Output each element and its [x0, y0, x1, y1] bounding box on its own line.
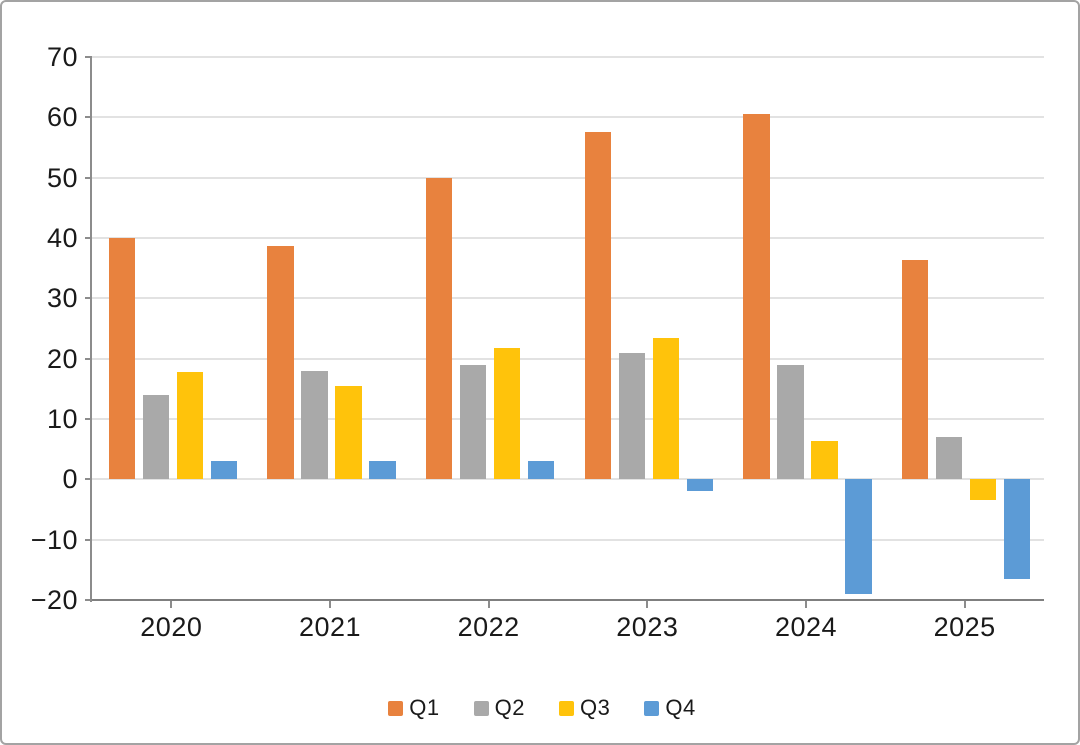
bar-q2-2020: [142, 394, 169, 480]
legend-swatch-icon: [388, 700, 404, 716]
bar-q4-2024: [845, 479, 872, 594]
bar-q2-2024: [777, 364, 804, 480]
y-tick-label: −20: [30, 585, 78, 615]
x-tick-mark: [963, 601, 966, 608]
legend-label: Q1: [409, 695, 440, 720]
y-tick-mark: [85, 237, 92, 239]
y-tick-mark: [85, 478, 92, 481]
y-tick-mark: [85, 56, 92, 58]
y-tick-label: 50: [46, 162, 78, 193]
gridline: [92, 418, 1044, 420]
y-tick-label: −10: [30, 524, 78, 555]
bar-q2-2022: [459, 364, 487, 480]
legend-label: Q3: [580, 695, 611, 720]
x-axis-line: [92, 599, 1044, 601]
bar-q3-2024: [811, 441, 838, 480]
y-tick-mark: [85, 176, 92, 179]
y-tick-mark: [85, 357, 92, 360]
legend-swatch-icon: [644, 700, 660, 716]
y-tick-mark: [85, 418, 92, 420]
gridline: [92, 538, 1044, 541]
x-tick-mark: [487, 601, 490, 608]
bar-q1-2022: [425, 178, 453, 480]
bar-q1-2020: [108, 238, 135, 480]
y-axis-line: [90, 57, 92, 602]
gridline: [92, 297, 1044, 300]
legend-swatch-icon: [559, 700, 574, 716]
y-tick-mark: [85, 116, 92, 119]
gridline: [92, 478, 1044, 481]
y-tick-label: 10: [46, 404, 78, 434]
x-tick-mark: [329, 601, 331, 608]
y-tick-label: 20: [46, 343, 78, 374]
legend-label: Q2: [494, 695, 525, 720]
bar-q2-2025: [935, 437, 963, 480]
gridline: [92, 56, 1044, 58]
gridline: [92, 237, 1044, 239]
gridline: [92, 116, 1044, 119]
bar-q2-2023: [618, 352, 645, 480]
y-tick-label: 0: [62, 464, 78, 495]
legend-item-q1: Q1: [388, 695, 439, 721]
bar-q4-2022: [527, 461, 555, 480]
bar-q4-2025: [1003, 479, 1031, 579]
bar-q1-2023: [584, 132, 611, 480]
legend: Q1 Q2 Q3 Q4: [2, 693, 1078, 723]
bar-q3-2025: [969, 479, 997, 501]
legend-item-q2: Q2: [473, 695, 525, 721]
gridline: [92, 357, 1044, 360]
x-tick-label: 2024: [774, 612, 838, 642]
bar-q1-2021: [267, 246, 294, 480]
legend-swatch-icon: [473, 700, 489, 716]
y-tick-label: 30: [46, 283, 78, 314]
plot-area: [92, 56, 1044, 601]
legend-item-q3: Q3: [559, 695, 610, 721]
x-tick-mark: [170, 601, 173, 608]
y-tick-mark: [85, 297, 92, 300]
bar-q4-2021: [369, 461, 396, 480]
y-tick-mark: [85, 599, 92, 601]
y-tick-label: 60: [46, 102, 78, 133]
bar-q2-2021: [301, 370, 328, 480]
x-tick-label: 2022: [457, 612, 520, 642]
y-tick-label: 70: [46, 42, 78, 72]
x-tick-label: 2025: [933, 612, 996, 642]
x-tick-mark: [805, 601, 807, 608]
x-tick-label: 2020: [140, 612, 203, 642]
bar-q3-2021: [335, 385, 362, 480]
bar-q3-2020: [176, 371, 203, 480]
bar-q4-2020: [210, 461, 237, 480]
bar-q1-2025: [901, 260, 929, 480]
y-tick-label: 40: [46, 223, 78, 253]
bar-q3-2023: [652, 338, 679, 480]
x-tick-label: 2021: [298, 612, 362, 642]
gridline: [92, 176, 1044, 179]
y-tick-mark: [85, 538, 92, 541]
x-tick-mark: [646, 601, 649, 608]
legend-label: Q4: [665, 695, 696, 720]
bar-q3-2022: [493, 348, 521, 480]
bar-q4-2023: [686, 479, 713, 492]
legend-item-q4: Q4: [644, 695, 695, 721]
bar-q1-2024: [743, 114, 770, 480]
x-tick-label: 2023: [616, 612, 679, 642]
